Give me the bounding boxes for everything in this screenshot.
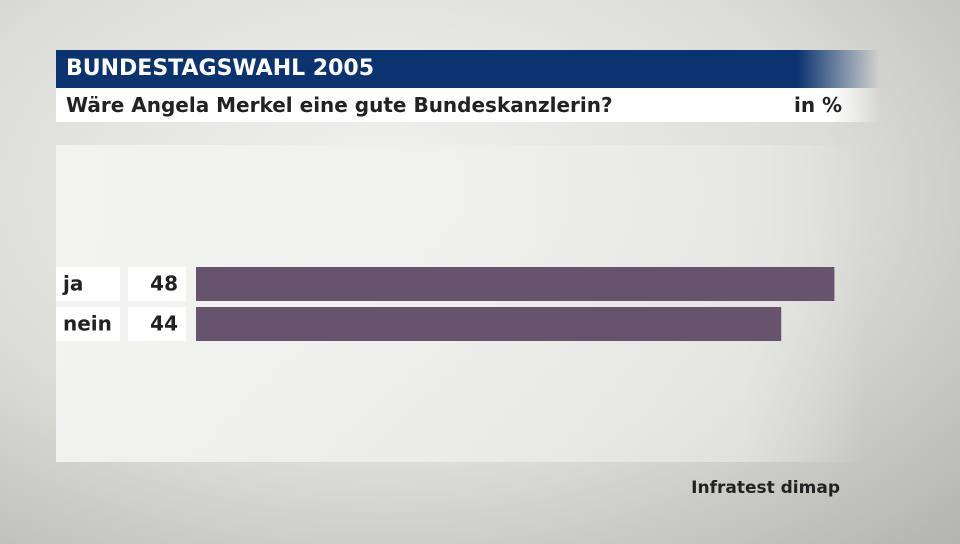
- value-box: [128, 267, 186, 301]
- label-box: [56, 307, 120, 341]
- category-label: nein: [63, 312, 112, 336]
- value-box: [128, 307, 186, 341]
- chart-panel: [56, 145, 866, 462]
- bar: [196, 307, 782, 341]
- value-label: 48: [150, 272, 178, 296]
- category-label: ja: [62, 272, 83, 296]
- chart-title: BUNDESTAGSWAHL 2005: [66, 56, 375, 81]
- chart-subtitle: Wäre Angela Merkel eine gute Bundeskanzl…: [66, 93, 613, 117]
- unit-label: in %: [794, 93, 843, 117]
- value-label: 44: [150, 312, 178, 336]
- bar: [196, 267, 835, 301]
- label-box: [56, 267, 120, 301]
- subtitle-bar: Wäre Angela Merkel eine gute Bundeskanzl…: [56, 88, 880, 122]
- source: Infratest dimap: [691, 478, 840, 498]
- header: BUNDESTAGSWAHL 2005: [56, 50, 880, 88]
